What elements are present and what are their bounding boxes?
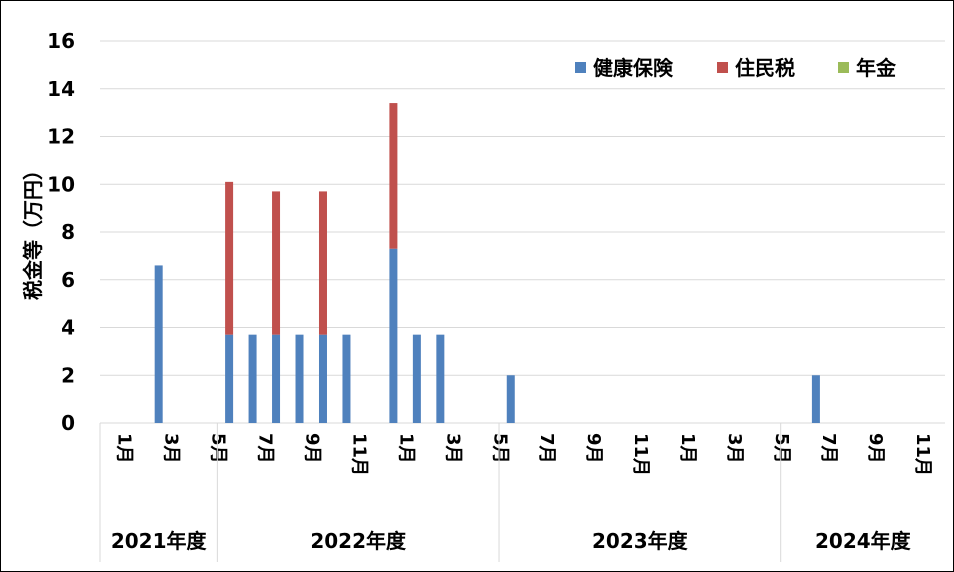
legend-swatch xyxy=(838,62,849,73)
y-tick-label: 8 xyxy=(61,220,75,244)
y-tick-label: 12 xyxy=(47,125,75,149)
y-tick-label: 14 xyxy=(47,77,75,101)
x-tick-label: 11月 xyxy=(348,433,369,476)
x-tick-label: 11月 xyxy=(912,433,933,476)
x-tick-label: 7月 xyxy=(255,433,276,464)
legend: 健康保険 住民税 年金 xyxy=(575,56,897,80)
year-group-label: 2023年度 xyxy=(592,529,689,553)
grid-lines xyxy=(100,40,945,424)
legend-label: 住民税 xyxy=(735,56,795,80)
bar-segment xyxy=(506,375,515,423)
bar-segment xyxy=(436,334,445,423)
x-tick-label: 3月 xyxy=(442,433,463,464)
x-tick-label: 7月 xyxy=(818,433,839,464)
y-axis-label: 税金等（万円） xyxy=(21,160,45,300)
x-tick-label: 7月 xyxy=(536,433,557,464)
bar-segment xyxy=(225,334,234,423)
legend-swatch xyxy=(575,62,586,73)
x-tick-label: 5月 xyxy=(489,433,510,464)
bars xyxy=(154,103,820,423)
x-tick-label: 9月 xyxy=(583,433,604,464)
y-tick-label: 4 xyxy=(61,316,75,340)
x-tick-label: 11月 xyxy=(630,433,651,476)
legend-label: 健康保険 xyxy=(593,56,674,80)
bar-segment xyxy=(412,334,421,423)
x-tick-label: 9月 xyxy=(302,433,323,464)
bar-segment xyxy=(389,103,398,249)
bar-segment xyxy=(389,248,398,423)
year-group-label: 2024年度 xyxy=(815,529,912,553)
y-tick-label: 2 xyxy=(61,363,75,387)
bar-segment xyxy=(295,334,304,423)
year-group-label: 2021年度 xyxy=(111,529,208,553)
bar-segment xyxy=(272,191,281,335)
x-tick-label: 3月 xyxy=(161,433,182,464)
y-axis-ticks: 0 2 4 6 8 10 12 14 16 xyxy=(47,29,75,435)
y-tick-label: 16 xyxy=(47,29,75,53)
y-tick-label: 6 xyxy=(61,268,75,292)
bar-segment xyxy=(318,334,327,423)
x-axis: 1月 3月 5月 7月 9月 11月 1月 3月 5月 7月 9月 11月 1月 3月 5月 7月 9月 11月 2… xyxy=(99,423,933,562)
x-tick-label: 1月 xyxy=(677,433,698,464)
bar-segment xyxy=(811,375,820,423)
x-tick-label: 1月 xyxy=(114,433,135,464)
x-tick-label: 1月 xyxy=(395,433,416,464)
bar-segment xyxy=(318,191,327,335)
legend-label: 年金 xyxy=(856,56,897,80)
bar-segment xyxy=(225,181,234,335)
legend-swatch xyxy=(717,62,728,73)
y-tick-label: 10 xyxy=(47,172,75,196)
x-tick-label: 5月 xyxy=(208,433,229,464)
x-tick-label: 3月 xyxy=(724,433,745,464)
bar-segment xyxy=(272,334,281,423)
x-tick-label: 5月 xyxy=(771,433,792,464)
x-tick-label: 9月 xyxy=(865,433,886,464)
bar-segment xyxy=(154,265,163,423)
bar-segment xyxy=(342,334,351,423)
year-group-label: 2022年度 xyxy=(310,529,407,553)
y-tick-label: 0 xyxy=(61,411,75,435)
bar-segment xyxy=(248,334,257,423)
